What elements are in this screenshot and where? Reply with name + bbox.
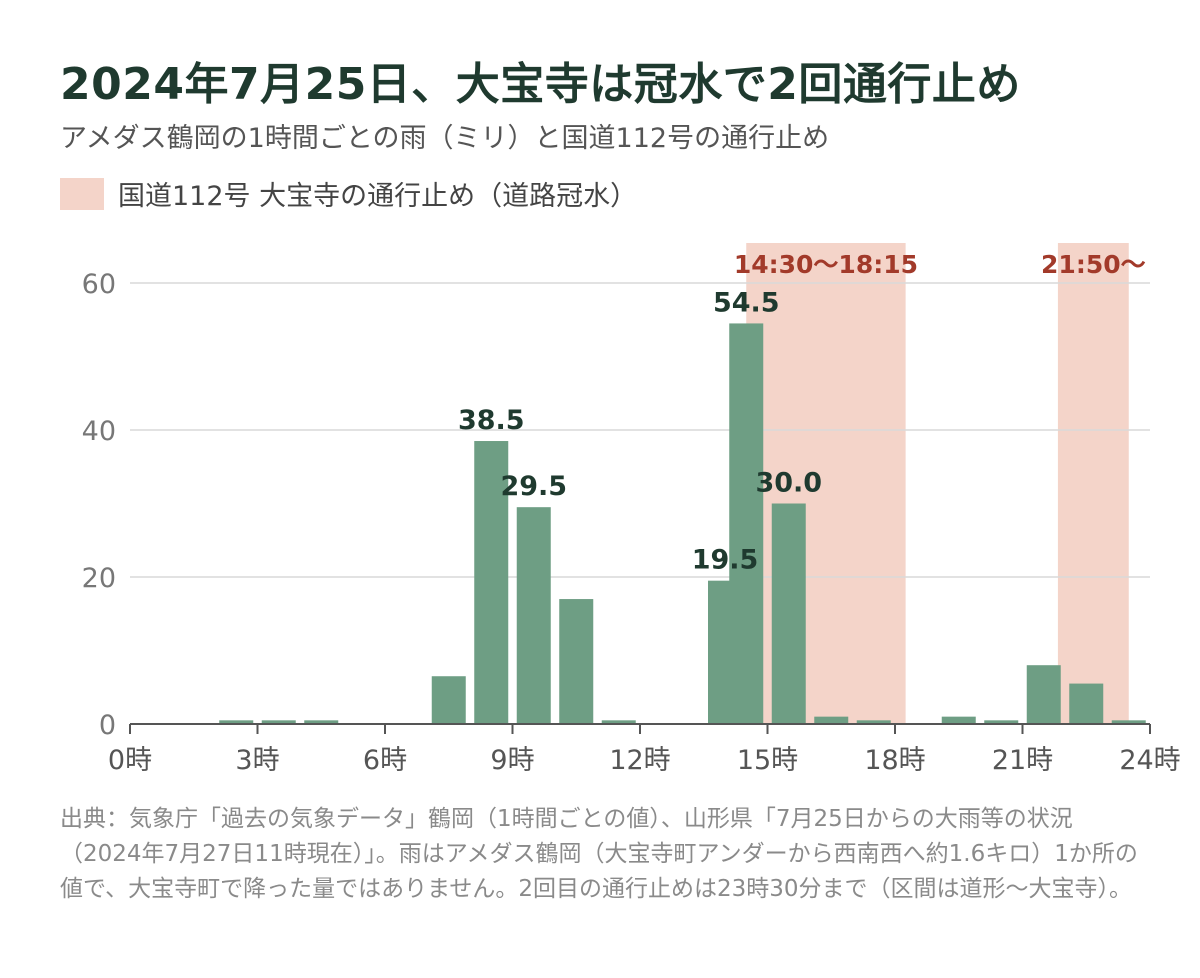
data-label: 38.5 <box>458 405 525 436</box>
x-tick-label: 0時 <box>108 745 152 776</box>
rain-bar <box>431 676 466 724</box>
x-tick-label: 3時 <box>235 745 279 776</box>
rain-bar <box>1069 683 1104 724</box>
rain-bar <box>559 599 594 724</box>
y-tick-label: 40 <box>82 416 116 447</box>
closure-label: 21:50〜 <box>1041 250 1146 279</box>
gridlines <box>130 282 1150 578</box>
closure-labels: 14:30〜18:15 21:50〜 <box>734 250 1146 279</box>
data-label: 19.5 <box>692 545 759 576</box>
rain-bar <box>1026 665 1061 724</box>
rainfall-chart: 0 20 40 60 0時 3時 6時 9時 12時 15時 18時 21時 24時 38.5 29.5… <box>82 243 1181 776</box>
chart-title: 2024年7月25日、大宝寺は冠水で2回通行止め <box>60 59 1021 110</box>
closure-band <box>1057 243 1129 724</box>
rain-bar <box>219 720 254 724</box>
rain-bar <box>516 507 551 724</box>
x-tick-label: 15時 <box>737 745 798 776</box>
chart-subtitle: アメダス鶴岡の1時間ごとの雨（ミリ）と国道112号の通行止め <box>60 123 830 154</box>
y-tick-labels: 0 20 40 60 <box>82 269 116 741</box>
x-tick-label: 6時 <box>363 745 407 776</box>
legend: 国道112号 大宝寺の通行止め（道路冠水） <box>60 174 637 213</box>
rain-bar <box>814 716 849 724</box>
rain-bar <box>856 720 891 724</box>
x-tick-label: 9時 <box>490 745 534 776</box>
data-label: 54.5 <box>713 287 780 318</box>
closure-label: 14:30〜18:15 <box>734 250 918 279</box>
x-tick-label: 18時 <box>864 745 925 776</box>
rain-bar <box>729 323 764 724</box>
x-tick-label: 24時 <box>1119 745 1180 776</box>
x-tick-label: 21時 <box>992 745 1053 776</box>
bars <box>219 323 1146 724</box>
rain-bar <box>304 720 339 724</box>
rain-bar <box>984 720 1019 724</box>
y-tick-label: 0 <box>99 710 116 741</box>
rain-bar <box>771 503 806 724</box>
data-label: 30.0 <box>755 468 822 499</box>
x-tick-label: 12時 <box>609 745 670 776</box>
data-labels: 38.5 29.5 19.5 54.5 30.0 <box>458 287 822 575</box>
rain-bar <box>601 720 636 724</box>
y-tick-label: 60 <box>82 269 116 300</box>
data-label: 29.5 <box>500 471 567 502</box>
legend-label: 国道112号 大宝寺の通行止め（道路冠水） <box>118 181 638 212</box>
rain-bar <box>261 720 296 724</box>
y-tick-label: 20 <box>82 563 116 594</box>
rain-bar <box>941 716 976 724</box>
rain-bar <box>1111 720 1146 724</box>
legend-swatch <box>60 177 104 210</box>
source-note: 出典：気象庁「過去の気象データ」鶴岡（1時間ごとの値）、山形県「7月25日からの… <box>60 806 1138 902</box>
x-axis: 0時 3時 6時 9時 12時 15時 18時 21時 24時 <box>108 723 1181 776</box>
rain-bar <box>474 441 509 724</box>
